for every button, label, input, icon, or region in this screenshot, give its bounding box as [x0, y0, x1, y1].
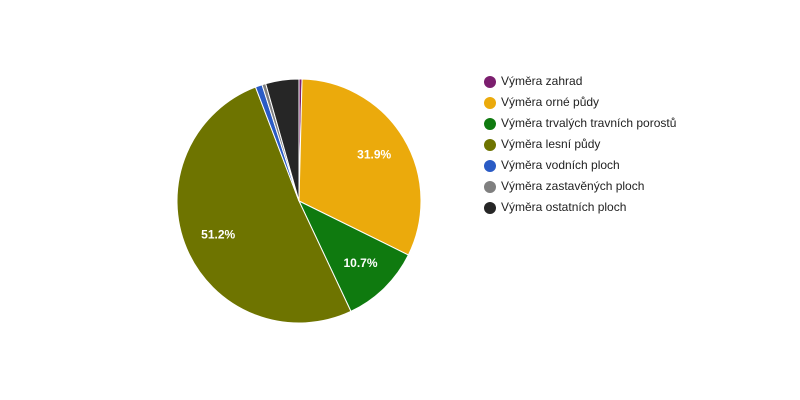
legend-marker [484, 139, 496, 151]
legend-marker [484, 202, 496, 214]
legend-marker [484, 118, 496, 130]
legend-label: Výměra orné půdy [501, 95, 599, 109]
pie-slice [176, 86, 352, 324]
legend-marker [484, 160, 496, 172]
legend-label: Výměra ostatních ploch [501, 200, 626, 214]
slice-label: 51.2% [201, 228, 235, 242]
legend-marker [484, 181, 496, 193]
legend-label: Výměra lesní půdy [501, 137, 600, 151]
pie-slice [297, 199, 410, 313]
legend-marker [484, 97, 496, 109]
pie-slice [298, 78, 422, 256]
slice-label: 10.7% [344, 256, 378, 270]
legend-marker [484, 76, 496, 88]
legend-label: Výměra zastavěných ploch [501, 179, 644, 193]
legend-label: Výměra zahrad [501, 74, 582, 88]
pie-slice [265, 78, 300, 202]
legend-label: Výměra vodních ploch [501, 158, 620, 172]
legend-label: Výměra trvalých travních porostů [501, 116, 676, 130]
slice-label: 31.9% [357, 148, 391, 162]
